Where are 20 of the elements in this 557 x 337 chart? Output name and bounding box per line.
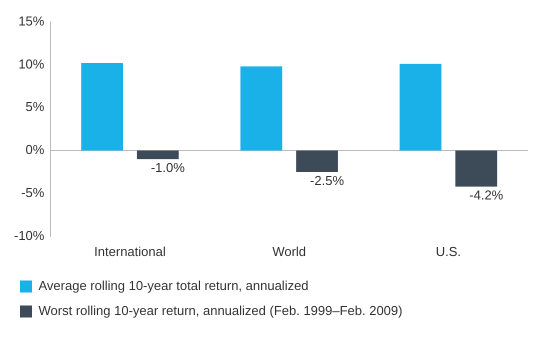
- y-tick-label: 5%: [26, 99, 45, 114]
- y-tick-label: -10%: [14, 228, 45, 243]
- y-tick-label: 15%: [18, 13, 45, 28]
- legend-label: Worst rolling 10-year return, annualized (Feb. 1999–Feb. 2009): [38, 303, 402, 318]
- bar: [296, 150, 338, 172]
- data-label: -1.0%: [150, 160, 186, 176]
- x-tick-label: U.S.: [436, 244, 462, 259]
- bar: [81, 63, 123, 151]
- bar: [136, 150, 179, 160]
- y-tick-label: -5%: [21, 185, 45, 200]
- bar: [240, 66, 282, 151]
- y-tick-label: 0%: [26, 142, 45, 158]
- y-tick-label: 10%: [18, 56, 45, 72]
- data-label: -4.2%: [469, 188, 504, 203]
- x-tick-label: World: [272, 244, 306, 259]
- data-label: -2.5%: [310, 173, 344, 188]
- bar: [455, 150, 498, 187]
- x-tick-label: International: [94, 244, 166, 259]
- legend-label: Average rolling 10-year total return, annualized: [38, 278, 309, 294]
- bar: [400, 64, 442, 151]
